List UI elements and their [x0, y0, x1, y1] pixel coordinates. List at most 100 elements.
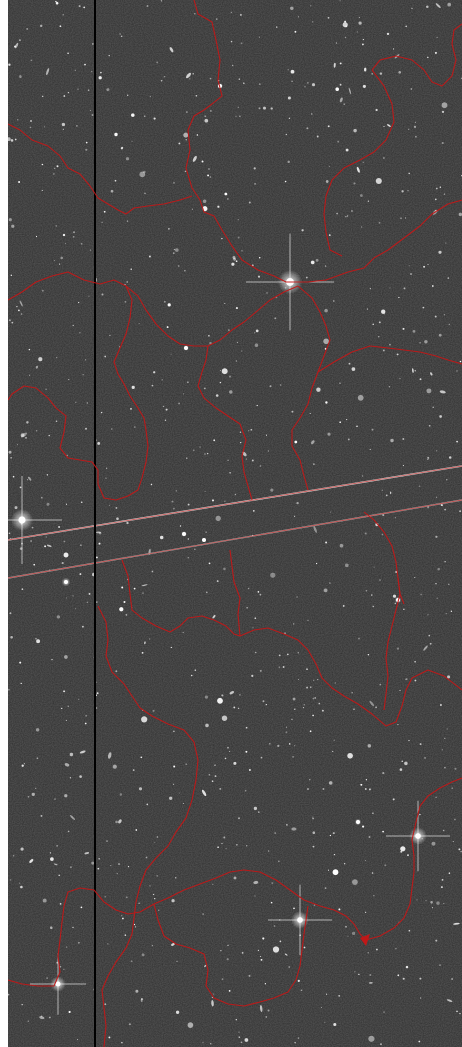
- star: [382, 514, 385, 517]
- star: [378, 321, 381, 324]
- boundary-center-stem: [229, 549, 241, 637]
- star: [130, 408, 132, 410]
- boundary-bottom-left: [8, 887, 141, 987]
- star: [204, 118, 209, 123]
- star: [171, 500, 174, 503]
- star: [347, 438, 350, 441]
- star: [42, 898, 47, 903]
- star: [431, 285, 434, 287]
- star: [274, 317, 277, 320]
- star: [351, 210, 353, 212]
- star: [414, 679, 417, 682]
- star: [312, 831, 316, 834]
- star: [230, 40, 233, 43]
- bright-star: [183, 345, 189, 351]
- star: [245, 458, 247, 460]
- boundary-right-stem: [363, 511, 401, 711]
- star: [80, 544, 82, 547]
- star: [173, 182, 175, 184]
- star: [46, 502, 50, 506]
- star: [79, 332, 81, 334]
- star: [46, 977, 48, 979]
- star: [134, 426, 136, 428]
- star: [168, 228, 170, 230]
- star: [418, 1040, 421, 1043]
- star: [400, 217, 402, 219]
- star: [173, 730, 175, 733]
- star: [304, 86, 306, 88]
- star: [294, 515, 296, 517]
- star: [56, 615, 61, 619]
- star: [53, 260, 56, 262]
- star: [392, 594, 397, 598]
- star: [148, 255, 151, 258]
- star: [219, 369, 222, 372]
- star: [96, 692, 99, 695]
- star: [154, 841, 156, 844]
- star: [254, 332, 256, 334]
- star: [202, 913, 204, 915]
- star: [365, 589, 368, 592]
- star: [460, 850, 462, 853]
- star: [30, 120, 32, 122]
- star: [61, 122, 66, 127]
- star: [410, 273, 412, 275]
- star: [140, 998, 143, 1001]
- star: [202, 1042, 204, 1044]
- star: [51, 659, 53, 661]
- galaxy: [185, 72, 192, 79]
- satellite-trail-upper-edge: [8, 465, 462, 541]
- star: [399, 689, 401, 692]
- star: [30, 59, 33, 62]
- star: [296, 501, 299, 505]
- star: [338, 994, 341, 997]
- star: [194, 669, 197, 671]
- star-field: [8, 0, 462, 1045]
- star: [364, 532, 367, 535]
- star: [252, 510, 255, 512]
- star: [221, 978, 224, 980]
- star: [364, 860, 367, 862]
- star: [257, 949, 259, 951]
- star: [223, 836, 226, 839]
- star: [35, 787, 37, 790]
- star: [394, 517, 396, 519]
- star: [381, 309, 386, 314]
- star: [233, 706, 236, 709]
- star: [284, 632, 286, 634]
- star: [242, 82, 245, 85]
- star: [20, 682, 22, 685]
- star: [16, 444, 18, 446]
- star: [316, 135, 319, 138]
- star: [424, 340, 428, 344]
- star: [456, 370, 458, 372]
- star: [144, 115, 146, 117]
- star: [427, 614, 429, 616]
- star: [8, 688, 10, 691]
- star: [194, 548, 196, 550]
- boundary-center-down: [197, 345, 253, 501]
- star: [44, 545, 47, 548]
- galaxy: [120, 146, 124, 150]
- star: [310, 5, 312, 7]
- star: [152, 893, 155, 896]
- star: [451, 978, 453, 980]
- star: [443, 193, 446, 196]
- star: [91, 114, 94, 116]
- star: [186, 111, 188, 113]
- star: [257, 591, 260, 593]
- star: [398, 70, 402, 74]
- star: [110, 189, 114, 193]
- star: [104, 1003, 107, 1006]
- star: [141, 953, 145, 957]
- star: [294, 1042, 296, 1044]
- star: [339, 543, 344, 548]
- galaxy: [84, 852, 90, 855]
- star: [286, 653, 289, 656]
- star: [221, 368, 228, 375]
- star: [361, 475, 364, 477]
- star: [333, 739, 335, 741]
- star: [46, 474, 49, 476]
- star: [362, 825, 365, 828]
- star: [407, 854, 409, 856]
